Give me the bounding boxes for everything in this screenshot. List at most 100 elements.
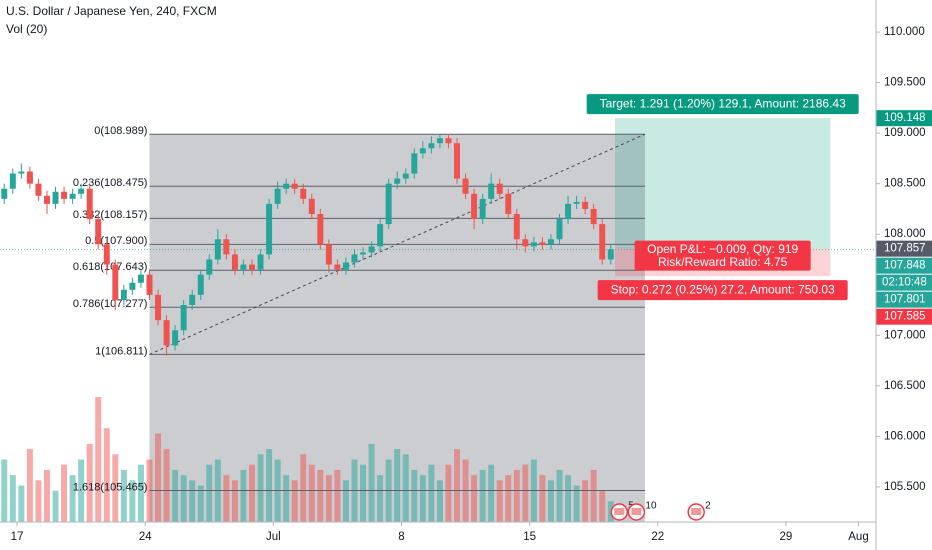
candle-body xyxy=(402,173,409,179)
volume-bar xyxy=(471,475,478,522)
volume-bar xyxy=(86,443,93,522)
volume-bar xyxy=(547,480,554,522)
y-tick-label: 106.000 xyxy=(884,430,926,442)
volume-bar xyxy=(300,454,307,522)
volume-bar xyxy=(513,469,520,522)
candle-body xyxy=(454,143,460,179)
target-zone xyxy=(615,118,831,249)
chart-title: U.S. Dollar / Japanese Yen, 240, FXCM xyxy=(6,4,217,18)
event-count: 10 xyxy=(645,501,657,512)
x-tick-label: 24 xyxy=(139,531,152,543)
volume-bar xyxy=(334,469,341,522)
event-count: 2 xyxy=(705,501,711,512)
ratio-label: Risk/Reward Ratio: 4.75 xyxy=(658,255,788,269)
volume-bar xyxy=(78,459,85,522)
candle-body xyxy=(103,244,110,265)
candle-body xyxy=(146,274,153,295)
event-flag xyxy=(691,508,702,515)
volume-bar xyxy=(129,480,136,522)
volume-bar xyxy=(488,464,495,522)
volume-bar xyxy=(505,475,512,522)
x-tick-label: Jul xyxy=(266,531,281,543)
fib-label: 0.618(107.643) xyxy=(73,261,148,273)
fib-label: 1.618(105.465) xyxy=(73,481,148,493)
candle-body xyxy=(436,138,443,144)
candle-body xyxy=(351,254,358,263)
candle-body xyxy=(43,195,50,204)
candle-body xyxy=(582,201,589,209)
x-tick-label: 8 xyxy=(398,531,404,543)
candle-body xyxy=(607,249,614,260)
volume-bar xyxy=(43,469,50,522)
volume-bar xyxy=(231,480,238,522)
volume-bar xyxy=(69,475,76,522)
volume-bar xyxy=(582,480,589,522)
volume-bar xyxy=(18,485,25,522)
price-badge xyxy=(876,240,932,257)
price-badge xyxy=(876,291,932,308)
candle-body xyxy=(214,239,221,260)
candle-body xyxy=(283,183,290,189)
candle-body xyxy=(530,242,537,247)
candle-body xyxy=(266,203,273,255)
volume-bar xyxy=(197,485,204,522)
volume-bar xyxy=(377,475,384,522)
volume-bar xyxy=(590,469,597,522)
volume-bar xyxy=(206,464,213,522)
x-tick-label: 15 xyxy=(523,531,536,543)
x-tick-label: 17 xyxy=(11,531,24,543)
volume-bar xyxy=(223,475,230,522)
candle-body xyxy=(129,282,136,290)
candle-body xyxy=(189,294,196,305)
price-badge xyxy=(876,257,932,274)
candle-body xyxy=(317,213,324,245)
candle-body xyxy=(69,193,76,199)
volume-bar xyxy=(266,449,273,522)
volume-bar xyxy=(95,397,102,522)
volume-bar xyxy=(522,464,529,522)
candle-body xyxy=(86,188,93,220)
candle-body xyxy=(411,153,418,174)
countdown-label: 02:10:48 xyxy=(882,277,927,289)
candle-body xyxy=(223,239,230,255)
candle-body xyxy=(257,254,264,270)
candle-body xyxy=(9,173,16,189)
event-flag xyxy=(631,508,642,515)
candle-body xyxy=(565,203,572,220)
candle-body xyxy=(360,252,367,255)
candle-body xyxy=(556,219,563,240)
target-label: Target: 1.291 (1.20%) 129.1, Amount: 218… xyxy=(600,96,846,110)
volume-bar xyxy=(112,454,119,522)
x-tick-label: 22 xyxy=(651,531,664,543)
volume-title: Vol (20) xyxy=(6,22,47,36)
volume-bar xyxy=(454,449,460,522)
volume-bar xyxy=(317,469,324,522)
volume-bar xyxy=(342,480,349,522)
volume-bar xyxy=(155,433,162,522)
volume-bar xyxy=(120,469,127,522)
volume-bar xyxy=(172,469,179,522)
candle-body xyxy=(1,188,8,199)
volume-bar xyxy=(428,464,435,522)
volume-bar xyxy=(137,464,144,522)
candle-body xyxy=(368,246,375,253)
volume-bar xyxy=(180,475,187,522)
candle-body xyxy=(197,274,204,295)
candle-body xyxy=(231,254,238,270)
event-flag xyxy=(614,508,625,515)
candle-body xyxy=(342,262,349,270)
candle-body xyxy=(180,304,187,331)
y-tick-label: 108.000 xyxy=(884,228,926,240)
volume-bar xyxy=(360,464,367,522)
candle-body xyxy=(334,264,341,270)
candle-body xyxy=(505,193,512,214)
volume-bar xyxy=(249,464,255,522)
volume-bar xyxy=(539,475,546,522)
pnl-label: Open P&L: −0.009, Qty: 919 xyxy=(647,242,798,256)
volume-bar xyxy=(240,469,247,522)
price-badge xyxy=(876,110,932,127)
candle-body xyxy=(462,178,469,194)
candle-body xyxy=(274,188,281,204)
y-tick-label: 105.500 xyxy=(884,481,926,493)
